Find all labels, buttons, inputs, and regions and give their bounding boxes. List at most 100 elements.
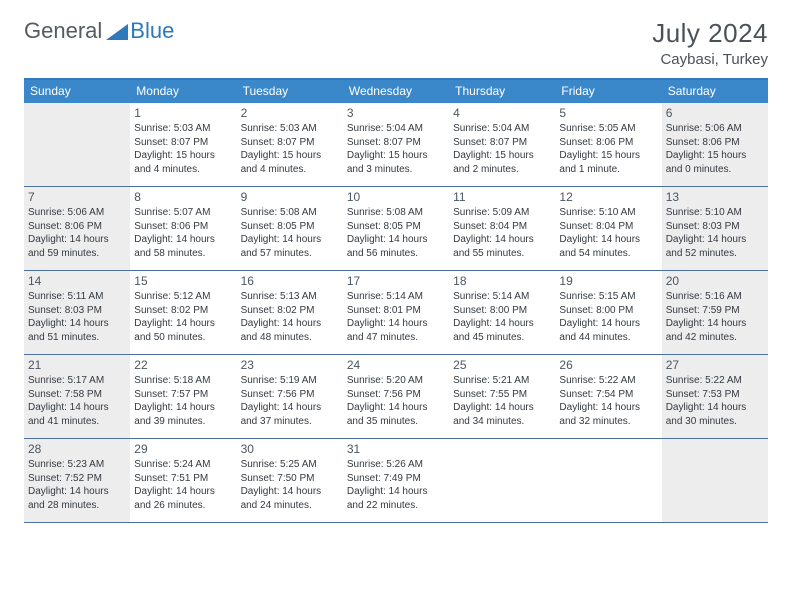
sunrise-line: Sunrise: 5:26 AM <box>347 458 445 472</box>
day-header-fri: Friday <box>555 80 661 103</box>
day-number: 24 <box>347 358 445 372</box>
sunset-line: Sunset: 8:03 PM <box>666 220 764 234</box>
calendar-cell: 29 Sunrise: 5:24 AMSunset: 7:51 PMDayligh… <box>130 439 236 523</box>
sunset-line: Sunset: 7:52 PM <box>28 472 126 486</box>
calendar-cell: 16Sunrise: 5:13 AMSunset: 8:02 PMDayligh… <box>237 271 343 355</box>
daylight-line: Daylight: 14 hours and 24 minutes. <box>241 485 339 512</box>
sunset-line: Sunset: 8:05 PM <box>241 220 339 234</box>
daylight-line: Daylight: 14 hours and 34 minutes. <box>453 401 551 428</box>
title-block: July 2024 Caybasi, Turkey <box>652 18 768 68</box>
calendar-cell: 4Sunrise: 5:04 AMSunset: 8:07 PMDaylight… <box>449 103 555 187</box>
calendar-cell: 25Sunrise: 5:21 AMSunset: 7:55 PMDayligh… <box>449 355 555 439</box>
day-number: 9 <box>241 190 339 204</box>
sunrise-line: Sunrise: 5:20 AM <box>347 374 445 388</box>
calendar-cell: 22Sunrise: 5:18 AMSunset: 7:57 PMDayligh… <box>130 355 236 439</box>
daylight-line: Daylight: 14 hours and 54 minutes. <box>559 233 657 260</box>
daylight-line: Daylight: 14 hours and 59 minutes. <box>28 233 126 260</box>
daylight-line: Daylight: 14 hours and 50 minutes. <box>134 317 232 344</box>
daylight-line: Daylight: 14 hours and 52 minutes. <box>666 233 764 260</box>
sunset-line: Sunset: 7:53 PM <box>666 388 764 402</box>
sunset-line: Sunset: 7:50 PM <box>241 472 339 486</box>
day-number: 26 <box>559 358 657 372</box>
day-number: 5 <box>559 106 657 120</box>
calendar-header-row: Sunday Monday Tuesday Wednesday Thursday… <box>24 80 768 103</box>
calendar-cell: 7Sunrise: 5:06 AMSunset: 8:06 PMDaylight… <box>24 187 130 271</box>
daylight-line: Daylight: 15 hours and 4 minutes. <box>134 149 232 176</box>
day-number: 8 <box>134 190 232 204</box>
day-number: 20 <box>666 274 764 288</box>
sunset-line: Sunset: 7:54 PM <box>559 388 657 402</box>
page-header: General Blue July 2024 Caybasi, Turkey <box>24 18 768 68</box>
calendar-cell: 9 Sunrise: 5:08 AMSunset: 8:05 PMDaylight… <box>237 187 343 271</box>
daylight-line: Daylight: 15 hours and 3 minutes. <box>347 149 445 176</box>
daylight-line: Daylight: 14 hours and 42 minutes. <box>666 317 764 344</box>
sunrise-line: Sunrise: 5:18 AM <box>134 374 232 388</box>
day-number: 29 <box>134 442 232 456</box>
day-number: 25 <box>453 358 551 372</box>
month-title: July 2024 <box>652 18 768 49</box>
calendar-cell: 20Sunrise: 5:16 AMSunset: 7:59 PMDayligh… <box>662 271 768 355</box>
calendar-cell: 30Sunrise: 5:25 AMSunset: 7:50 PMDayligh… <box>237 439 343 523</box>
day-number: 14 <box>28 274 126 288</box>
calendar-cell: 5Sunrise: 5:05 AMSunset: 8:06 PMDaylight… <box>555 103 661 187</box>
calendar: Sunday Monday Tuesday Wednesday Thursday… <box>24 78 768 523</box>
sunrise-line: Sunrise: 5:03 AM <box>134 122 232 136</box>
daylight-line: Daylight: 14 hours and 39 minutes. <box>134 401 232 428</box>
daylight-line: Daylight: 14 hours and 57 minutes. <box>241 233 339 260</box>
calendar-cell: 6Sunrise: 5:06 AMSunset: 8:06 PMDaylight… <box>662 103 768 187</box>
sunrise-line: Sunrise: 5:22 AM <box>666 374 764 388</box>
day-header-thu: Thursday <box>449 80 555 103</box>
calendar-cell <box>449 439 555 523</box>
sunset-line: Sunset: 8:06 PM <box>559 136 657 150</box>
day-number: 31 <box>347 442 445 456</box>
logo-triangle-icon <box>106 22 128 40</box>
sunrise-line: Sunrise: 5:08 AM <box>241 206 339 220</box>
day-number: 17 <box>347 274 445 288</box>
logo-text-blue: Blue <box>130 18 174 44</box>
sunrise-line: Sunrise: 5:15 AM <box>559 290 657 304</box>
daylight-line: Daylight: 14 hours and 30 minutes. <box>666 401 764 428</box>
day-header-sun: Sunday <box>24 80 130 103</box>
sunrise-line: Sunrise: 5:21 AM <box>453 374 551 388</box>
sunset-line: Sunset: 8:06 PM <box>28 220 126 234</box>
logo: General Blue <box>24 18 174 44</box>
day-header-wed: Wednesday <box>343 80 449 103</box>
daylight-line: Daylight: 14 hours and 26 minutes. <box>134 485 232 512</box>
daylight-line: Daylight: 14 hours and 44 minutes. <box>559 317 657 344</box>
daylight-line: Daylight: 14 hours and 41 minutes. <box>28 401 126 428</box>
daylight-line: Daylight: 15 hours and 0 minutes. <box>666 149 764 176</box>
calendar-cell: 23Sunrise: 5:19 AMSunset: 7:56 PMDayligh… <box>237 355 343 439</box>
daylight-line: Daylight: 15 hours and 2 minutes. <box>453 149 551 176</box>
sunset-line: Sunset: 7:51 PM <box>134 472 232 486</box>
sunrise-line: Sunrise: 5:19 AM <box>241 374 339 388</box>
sunset-line: Sunset: 8:02 PM <box>134 304 232 318</box>
sunrise-line: Sunrise: 5:08 AM <box>347 206 445 220</box>
day-header-sat: Saturday <box>662 80 768 103</box>
calendar-cell: 14Sunrise: 5:11 AMSunset: 8:03 PMDayligh… <box>24 271 130 355</box>
calendar-cell <box>662 439 768 523</box>
sunset-line: Sunset: 8:06 PM <box>666 136 764 150</box>
sunrise-line: Sunrise: 5:13 AM <box>241 290 339 304</box>
sunset-line: Sunset: 8:00 PM <box>559 304 657 318</box>
sunset-line: Sunset: 7:49 PM <box>347 472 445 486</box>
sunrise-line: Sunrise: 5:12 AM <box>134 290 232 304</box>
sunrise-line: Sunrise: 5:10 AM <box>559 206 657 220</box>
sunrise-line: Sunrise: 5:24 AM <box>134 458 232 472</box>
sunrise-line: Sunrise: 5:14 AM <box>347 290 445 304</box>
day-number: 6 <box>666 106 764 120</box>
daylight-line: Daylight: 15 hours and 4 minutes. <box>241 149 339 176</box>
day-number: 2 <box>241 106 339 120</box>
sunrise-line: Sunrise: 5:06 AM <box>28 206 126 220</box>
daylight-line: Daylight: 14 hours and 28 minutes. <box>28 485 126 512</box>
calendar-cell: 12Sunrise: 5:10 AMSunset: 8:04 PMDayligh… <box>555 187 661 271</box>
daylight-line: Daylight: 14 hours and 32 minutes. <box>559 401 657 428</box>
day-number: 11 <box>453 190 551 204</box>
day-number: 21 <box>28 358 126 372</box>
sunset-line: Sunset: 8:00 PM <box>453 304 551 318</box>
calendar-cell <box>24 103 130 187</box>
day-number: 10 <box>347 190 445 204</box>
sunrise-line: Sunrise: 5:05 AM <box>559 122 657 136</box>
sunset-line: Sunset: 8:04 PM <box>559 220 657 234</box>
calendar-cell: 2Sunrise: 5:03 AMSunset: 8:07 PMDaylight… <box>237 103 343 187</box>
calendar-cell: 24Sunrise: 5:20 AMSunset: 7:56 PMDayligh… <box>343 355 449 439</box>
